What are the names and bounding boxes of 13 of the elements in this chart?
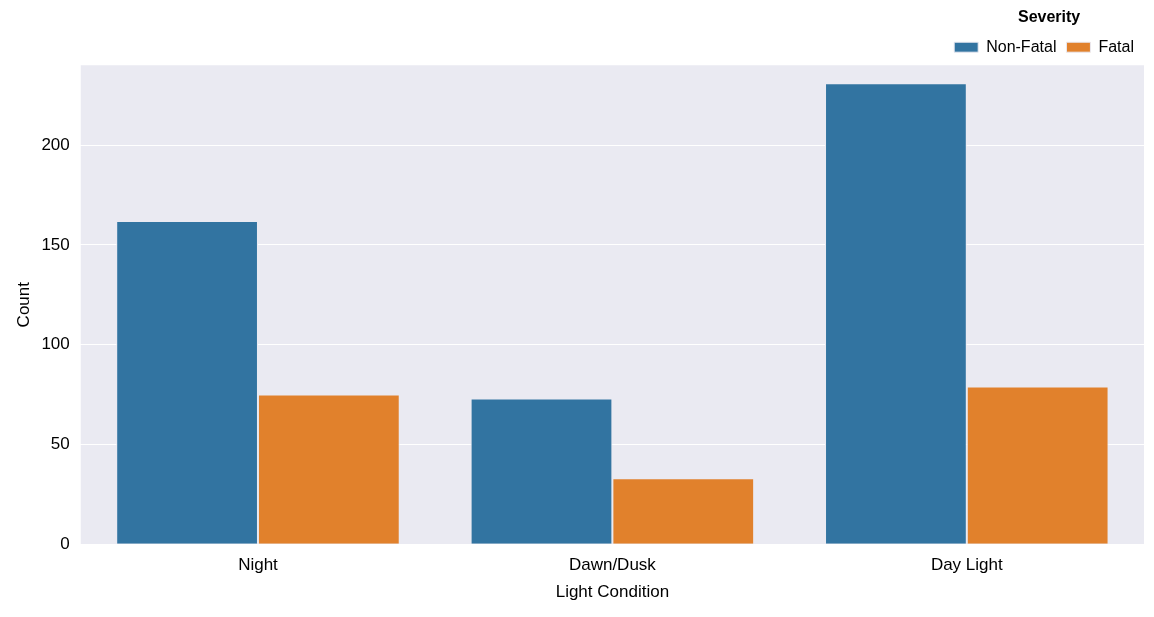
x-tick-label: Day Light [930, 555, 1003, 575]
legend-label: Fatal [1098, 37, 1135, 55]
legend-label: Non-Fatal [986, 37, 1057, 55]
x-axis-title: Light Condition [555, 582, 670, 602]
x-tick-label: Dawn/Dusk [568, 555, 657, 575]
y-tick-label: 100 [41, 334, 70, 354]
y-axis-title: Count [13, 281, 33, 328]
y-tick-label: 150 [41, 234, 70, 254]
legend-title: Severity [1017, 8, 1081, 26]
x-tick-label: Night [238, 555, 279, 575]
y-tick-label: 50 [50, 434, 70, 454]
y-tick-label: 0 [60, 533, 70, 553]
y-tick-label: 200 [41, 134, 70, 154]
